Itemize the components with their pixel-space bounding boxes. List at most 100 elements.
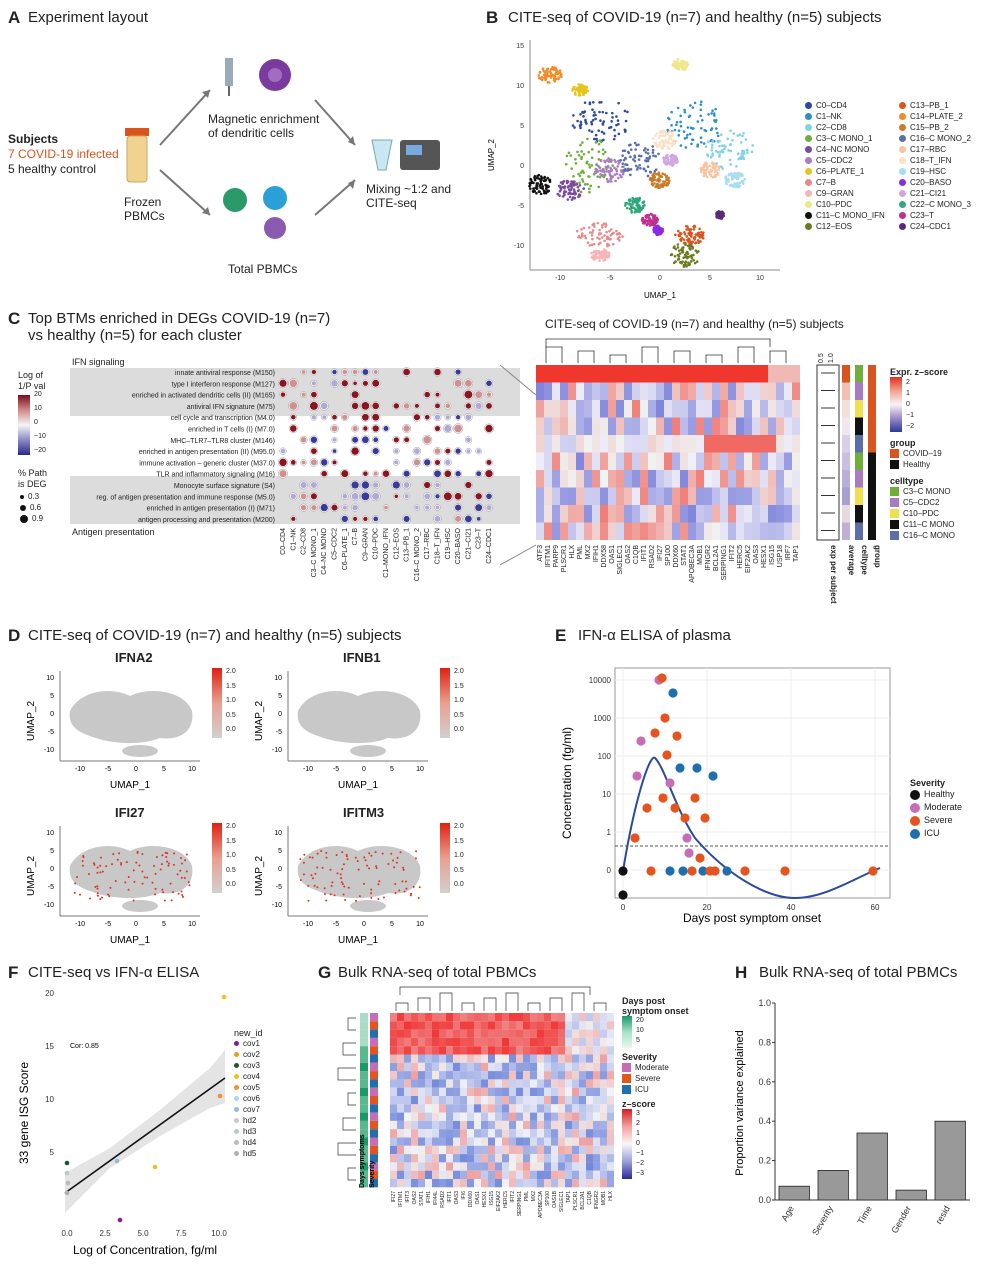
bulk-heatmap-cell [572, 1013, 579, 1022]
expression-point [418, 886, 421, 889]
bulk-heatmap-cell [516, 1087, 523, 1096]
umap-point [558, 71, 562, 75]
expression-point [403, 890, 406, 893]
elisa-point [682, 833, 692, 843]
bulk-heatmap-cell [488, 1154, 495, 1163]
bulk-heatmap-cell [600, 1162, 607, 1171]
bulk-heatmap-cell [432, 1096, 439, 1105]
expression-point [396, 856, 399, 859]
umap-point [657, 177, 661, 181]
umap-point [680, 64, 684, 67]
heatmap-gene-label: BCL2A1 [713, 545, 720, 571]
umap-point [582, 226, 586, 230]
bulk-zscore-tick: 0 [636, 1140, 640, 1147]
new-id-name: cov2 [243, 1050, 260, 1059]
bulk-heatmap-cell [600, 1079, 607, 1088]
umap-point [582, 152, 586, 156]
days-cell [360, 1170, 368, 1179]
heatmap-cell [656, 505, 664, 523]
umap-point [608, 229, 611, 233]
umap-point [590, 148, 594, 151]
umap-point [637, 143, 640, 147]
bulk-heatmap-cell [544, 1062, 551, 1072]
dendro-branch [417, 997, 431, 1011]
bulk-heatmap-cell [600, 1046, 607, 1055]
bulk-heatmap-cell [551, 1154, 558, 1163]
bulk-heatmap-cell [390, 1079, 397, 1088]
umap-point [598, 166, 602, 169]
umap-point [616, 165, 619, 168]
heatmap-cell [672, 452, 680, 470]
bulk-heatmap-cell [439, 1021, 446, 1030]
heatmap-gene-label: PLSCR1 [561, 545, 568, 572]
bulk-heatmap-cell [453, 1021, 460, 1030]
elisa-point [660, 713, 670, 723]
bulk-heatmap-cell [572, 1104, 579, 1113]
dendro-branch [737, 346, 755, 363]
cluster-name: C11–C MONO_IFN [816, 211, 885, 220]
btm-row-label: enriched in activated dendritic cells (I… [132, 393, 275, 400]
umap-point [621, 235, 624, 238]
umap-point [586, 241, 590, 244]
btm-dot [393, 403, 400, 409]
bulk-heatmap-cell [474, 1162, 481, 1171]
bulk-heatmap-cell [551, 1013, 558, 1022]
umap-point [685, 61, 689, 64]
btm-dot [486, 459, 492, 465]
btm-dot [435, 392, 440, 397]
bulk-heatmap-cell [530, 1071, 537, 1080]
severity-cell [370, 1037, 378, 1047]
frozen-text: Frozen [124, 195, 162, 209]
btm-dot [424, 391, 431, 398]
btm-dot [311, 369, 317, 375]
bulk-heatmap-cell [404, 1162, 411, 1171]
expression-point [358, 895, 361, 898]
bulk-heatmap-cell [432, 1071, 439, 1080]
heatmap-cell [792, 382, 800, 400]
umap-point [552, 66, 556, 69]
umap-point [652, 223, 655, 227]
heatmap-gene-label: TAP1 [793, 545, 800, 562]
bulk-heatmap-cell [467, 1087, 474, 1096]
heatmap-cell [712, 452, 720, 470]
bulk-heatmap-cell [600, 1145, 607, 1155]
dso-title-2: symptom onset [622, 1006, 689, 1016]
heatmap-cell [592, 435, 600, 453]
umap-point [636, 204, 639, 207]
umap-point [626, 169, 630, 172]
umap-point [670, 131, 674, 134]
bulk-heatmap-cell [397, 1112, 404, 1121]
umap-point [600, 223, 604, 227]
umap-point [718, 155, 721, 158]
umap-point [629, 203, 632, 206]
bulk-heatmap-cell [565, 1129, 572, 1138]
heatmap-cell [664, 400, 672, 418]
btm-dot [372, 448, 379, 455]
umap-point [710, 112, 713, 115]
bulk-heatmap-cell [586, 1104, 593, 1113]
dendro-branch [673, 350, 691, 363]
feature-x-tick: 0 [134, 921, 138, 928]
expression-point [368, 852, 371, 855]
bulk-heatmap-cell [593, 1145, 600, 1155]
bulk-heatmap: IFI27 IFITM1 IFIT3 OAS2 STAT1 IFIH1 IFI44L RSAD… [337, 986, 614, 1218]
heatmap-cell [760, 452, 768, 470]
umap-point [597, 150, 601, 153]
bulk-heatmap-cell [530, 1096, 537, 1105]
umap-point [742, 156, 745, 160]
celltype-legend-title: celltype [890, 476, 924, 486]
severity-cell [370, 1154, 378, 1163]
feature-y-label: UMAP_2 [254, 701, 265, 741]
bulk-heatmap-cell [439, 1037, 446, 1047]
bulk-heatmap-cell [558, 1170, 565, 1179]
bulk-heatmap-cell [537, 1087, 544, 1096]
expression-point [120, 863, 123, 866]
expression-point [146, 876, 149, 879]
bulk-heatmap-cell [467, 1129, 474, 1138]
heatmap-cell [632, 382, 640, 400]
elisa-y-tick: 10 [602, 790, 611, 799]
group-cell [868, 470, 876, 488]
bulk-heatmap-cell [390, 1179, 397, 1188]
expression-point [151, 881, 154, 884]
umap-point [597, 129, 601, 132]
